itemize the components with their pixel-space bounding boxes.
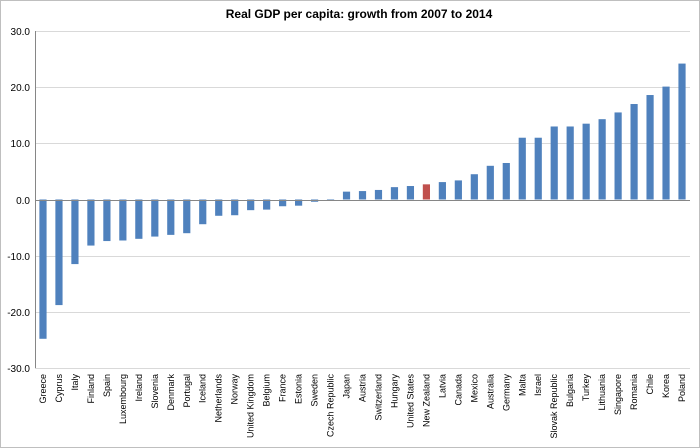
axes (35, 31, 690, 368)
bar (167, 199, 175, 235)
bars (39, 63, 686, 339)
y-tick-label: -30.0 (7, 364, 30, 375)
x-tick-label: Canada (453, 374, 463, 406)
bar (582, 123, 590, 200)
y-tick-label: 20.0 (11, 83, 31, 94)
bar (71, 199, 79, 265)
x-tick-label: Germany (501, 374, 511, 412)
bar (438, 182, 446, 200)
bar (39, 199, 47, 339)
bar (454, 180, 462, 200)
x-tick-label: New Zealand (421, 374, 431, 427)
y-tick-label: -10.0 (7, 252, 30, 263)
x-tick-label: Mexico (469, 374, 479, 403)
x-tick-label: Malta (517, 374, 527, 396)
bar (646, 95, 654, 200)
x-tick-label: Latvia (437, 374, 447, 398)
bar (119, 199, 127, 241)
bar (279, 199, 287, 207)
x-tick-label: Belgium (262, 374, 272, 407)
x-tick-label: Austria (358, 374, 368, 402)
bar (103, 199, 111, 242)
x-tick-label: Hungary (389, 374, 399, 409)
y-axis-tick-labels: 30.0 20.0 10.0 0.0 -10.0 -20.0 -30.0 (7, 27, 30, 375)
bar (231, 199, 239, 216)
x-tick-label: France (278, 374, 288, 402)
x-tick-label: Sweden (310, 374, 320, 407)
bar (630, 104, 638, 200)
bar (342, 191, 351, 200)
x-tick-label: Luxembourg (118, 374, 128, 424)
y-tick-label: 0.0 (16, 196, 30, 207)
x-tick-label: Korea (661, 374, 671, 398)
x-tick-label: United Kingdom (246, 374, 256, 438)
x-tick-label: Spain (102, 374, 112, 397)
y-tick-label: 10.0 (11, 139, 31, 150)
bar (566, 126, 574, 200)
bar (151, 199, 159, 237)
x-tick-label: Greece (38, 374, 48, 404)
bar (247, 199, 255, 211)
bar (55, 199, 63, 306)
x-tick-label: Ireland (134, 374, 144, 402)
x-tick-label: Slovak Republic (549, 374, 559, 439)
bar (502, 162, 510, 200)
bar (390, 187, 399, 200)
bar (614, 112, 622, 200)
x-tick-label: Romania (629, 374, 639, 410)
x-tick-label: Finland (86, 374, 96, 404)
bar (358, 191, 367, 200)
bar (422, 184, 430, 200)
x-tick-label: Czech Republic (326, 374, 336, 438)
bar (215, 199, 223, 216)
chart-title: Real GDP per capita: growth from 2007 to… (226, 7, 493, 21)
y-tick-label: 30.0 (11, 27, 31, 38)
y-tick-label: -20.0 (7, 308, 30, 319)
x-tick-label: Chile (645, 374, 655, 395)
x-tick-label: Lithuania (597, 374, 607, 411)
bar (263, 199, 271, 210)
bar (295, 199, 303, 206)
bar (550, 126, 558, 200)
bar (135, 199, 143, 239)
x-tick-label: Italy (70, 374, 80, 391)
bar (470, 174, 478, 200)
x-tick-label: Estonia (294, 374, 304, 404)
x-tick-label: Switzerland (373, 374, 383, 421)
x-tick-label: Slovenia (150, 374, 160, 409)
x-tick-label: Netherlands (214, 374, 224, 423)
gridlines (35, 31, 690, 369)
x-tick-label: Australia (485, 374, 495, 409)
x-tick-label: Japan (342, 374, 352, 399)
x-tick-label: Poland (677, 374, 687, 402)
bar (374, 189, 383, 200)
x-tick-label: Portugal (182, 374, 192, 408)
x-tick-label: Cyprus (54, 374, 64, 403)
x-tick-label: United States (405, 374, 415, 429)
x-tick-label: Norway (230, 374, 240, 405)
x-tick-label: Singapore (613, 374, 623, 415)
x-tick-label: Turkey (581, 374, 591, 402)
bar (598, 119, 606, 200)
bar (534, 137, 542, 200)
bar (486, 165, 494, 200)
bar (183, 199, 191, 234)
bar (199, 199, 207, 225)
bar (678, 63, 686, 200)
x-axis-tick-labels: Greece Cyprus Italy Finland Spain Luxembourg I… (38, 374, 687, 439)
x-tick-label: Denmark (166, 374, 176, 411)
bar (518, 137, 526, 200)
x-tick-label: Bulgaria (565, 374, 575, 407)
bar (87, 199, 95, 246)
bar (406, 186, 415, 200)
x-tick-label: Israel (533, 374, 543, 396)
x-tick-label: Iceland (198, 374, 208, 403)
bar (662, 86, 670, 200)
